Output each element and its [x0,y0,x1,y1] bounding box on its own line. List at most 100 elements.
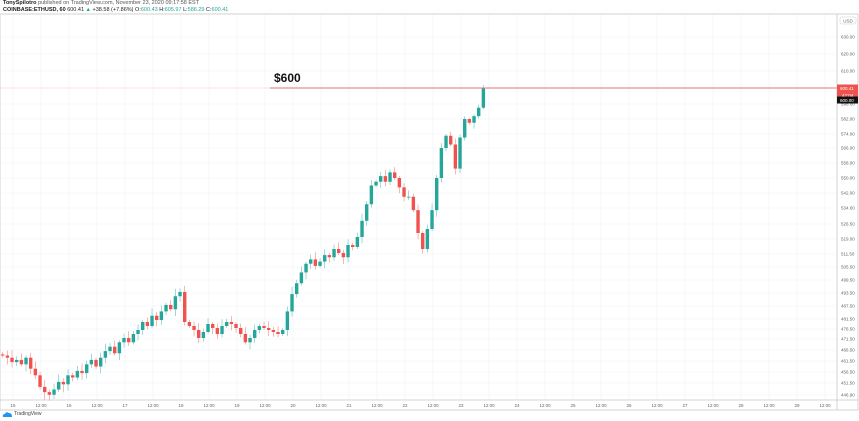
candle-body [33,368,38,376]
time-tick: 12:00 [763,403,775,408]
candle [360,213,364,244]
candle-body [155,315,159,320]
candle-body [304,263,308,273]
symbol[interactable]: COINBASE:ETHUSD, 60 [3,7,66,13]
time-tick: 12:00 [483,403,495,408]
candle [444,134,448,152]
brand-name: TradingView [14,411,42,417]
candle [183,285,187,326]
candle [402,183,406,202]
candle-body [19,359,24,365]
open-value: 600.43 [140,7,158,13]
candle [141,320,145,335]
candle-body [131,334,136,343]
time-tick: 12:00 [595,403,607,408]
candle-body [407,196,411,198]
price-tick: 526.50 [841,222,855,227]
candle [19,353,24,367]
last-price-badge-text: 600.41 [840,86,854,91]
candle [201,328,206,342]
candle [248,334,252,350]
candle-body [374,181,378,186]
candle-body [402,187,406,197]
time-tick: 12:00 [91,403,103,408]
candle-body [220,326,224,334]
candle [211,322,215,335]
time-tick: 12:00 [259,403,271,408]
time-axis[interactable]: 15 12:00 16 12:00 17 12:00 18 12:00 19 12:00 20 12:… [10,403,831,408]
candle [234,322,238,333]
candle [1,352,5,358]
candle-body [52,389,56,395]
time-tick: 28 [738,403,744,408]
candle-body [309,259,313,264]
close-label: C: [206,7,212,13]
candle-body [276,332,280,334]
candle [215,323,220,339]
candle-body [108,346,112,352]
high-value: 605.97 [164,7,182,13]
crosshair-price-text: 600.00 [840,98,854,103]
candle [220,319,224,338]
candle [477,104,481,119]
candle-body [103,351,108,358]
candle-body [159,311,164,320]
candle [71,373,75,382]
price-tick: 493.50 [841,291,855,296]
candle [187,320,192,328]
candle-body [141,322,145,330]
tradingview-logo[interactable]: TradingView [2,411,42,417]
time-tick: 27 [682,403,688,408]
candle [159,305,164,325]
candle [271,326,276,337]
candle [239,323,243,338]
publish-info: TonySpilotro published on TradingView.co… [3,0,199,6]
candle-body [481,88,486,108]
price-tick: 519.00 [841,237,855,242]
candle [435,175,439,217]
candle-body [243,334,248,343]
candle-body [229,322,234,324]
close-value: 600.41 [211,7,229,13]
countdown-text: 42:04 [842,93,854,98]
candle [57,374,61,393]
candle-body [24,357,28,365]
candle [369,180,374,208]
candle-body [173,296,178,310]
candle-body [57,381,61,390]
candle [351,243,355,251]
candle-body [215,328,220,334]
candle [295,279,299,298]
price-axis[interactable]: 630.00 620.00 610.00 598.00 582.00 574.00 566.… [841,35,855,398]
candle-body [430,210,434,229]
price-tick: 566.00 [841,146,855,151]
time-tick: 18 [178,403,184,408]
candle [304,261,308,280]
candle [439,143,444,183]
time-tick: 12:00 [315,403,327,408]
change: +38.58 (+7.86%) [92,7,134,13]
price-tick: 630.00 [841,35,855,40]
annotation-600[interactable]: $600 [274,71,301,85]
candle [374,179,378,188]
candle [75,366,80,380]
candle [47,389,52,401]
candle [10,350,14,368]
published-text: published on TradingView.com, November 2… [38,0,200,6]
candle-body [66,375,70,385]
time-tick: 22 [402,403,408,408]
candle-body [351,245,355,247]
candle [355,232,360,249]
candle [43,380,47,400]
candle-body [253,330,257,338]
currency-button[interactable] [839,16,857,25]
price-tick: 466.50 [841,348,855,353]
price-tick: 487.50 [841,304,855,309]
candle-body [290,294,294,312]
time-tick: 12:00 [203,403,215,408]
candle-body [127,338,131,343]
time-tick: 23 [458,403,464,408]
time-tick: 12:00 [707,403,719,408]
candle [85,360,89,379]
